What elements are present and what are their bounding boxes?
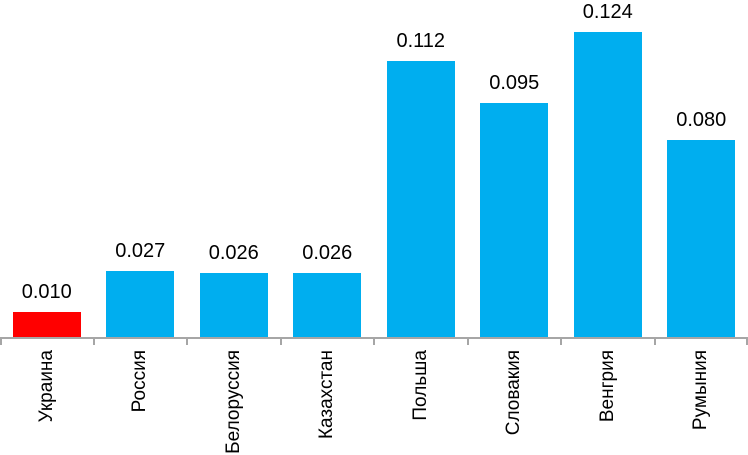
x-axis-category-label: Казахстан — [316, 350, 338, 440]
bar-column: 0.080 — [655, 0, 748, 337]
x-label-cell: Россия — [94, 350, 188, 450]
axis-tick — [279, 337, 282, 345]
x-label-cell: Словакия — [468, 350, 562, 450]
plot-area: 0.010 0.027 0.026 0.026 0.112 0.095 0.124 0.080 — [0, 0, 748, 337]
x-label-cell: Белоруссия — [187, 350, 281, 454]
bar-column: 0.124 — [561, 0, 655, 337]
x-axis-category-label: Румыния — [690, 350, 712, 431]
x-label-cell: Украина — [0, 350, 94, 450]
x-axis-category-label: Белоруссия — [222, 350, 244, 454]
x-axis-category-label: Польша — [409, 350, 431, 421]
bar-value-label: 0.080 — [676, 109, 727, 131]
bar-3 — [293, 273, 362, 337]
bar-value-label: 0.026 — [208, 242, 259, 264]
axis-tick — [373, 337, 375, 345]
bar-column: 0.026 — [281, 0, 375, 337]
bar-6 — [573, 32, 642, 337]
x-label-cell: Польша — [374, 350, 468, 450]
x-label-cell: Казахстан — [281, 350, 375, 450]
bar-2 — [199, 273, 268, 337]
bar-value-label: 0.027 — [115, 240, 166, 262]
bar-value-label: 0.095 — [489, 72, 540, 94]
bar-0 — [12, 312, 81, 337]
bar-column: 0.095 — [468, 0, 562, 337]
axis-tick — [653, 337, 656, 345]
bar-1 — [106, 271, 175, 337]
bar-column: 0.010 — [0, 0, 94, 337]
axis-tick — [92, 337, 95, 345]
bar-value-label: 0.026 — [302, 242, 353, 264]
x-label-cell: Румыния — [655, 350, 748, 450]
axis-tick — [560, 337, 562, 345]
axis-tick — [746, 337, 748, 345]
bar-column: 0.112 — [374, 0, 468, 337]
x-axis-category-label: Словакия — [503, 350, 525, 436]
bar-column: 0.026 — [187, 0, 281, 337]
bar-7 — [667, 140, 736, 337]
axis-tick — [0, 337, 2, 345]
axis-tick — [466, 337, 469, 345]
bar-5 — [480, 103, 549, 337]
x-label-cell: Венгрия — [561, 350, 655, 450]
x-axis-category-label: Венгрия — [596, 350, 618, 423]
bar-4 — [386, 61, 455, 337]
bar-column: 0.027 — [94, 0, 188, 337]
x-axis-category-label: Россия — [129, 350, 151, 413]
bar-value-label: 0.010 — [21, 281, 72, 303]
x-axis-category-label: Украина — [35, 350, 57, 423]
x-axis-labels: Украина Россия Белоруссия Казахстан Польша Сл… — [0, 350, 748, 454]
bar-value-label: 0.112 — [396, 30, 446, 52]
bar-value-label: 0.124 — [582, 1, 633, 23]
axis-tick — [186, 337, 188, 345]
